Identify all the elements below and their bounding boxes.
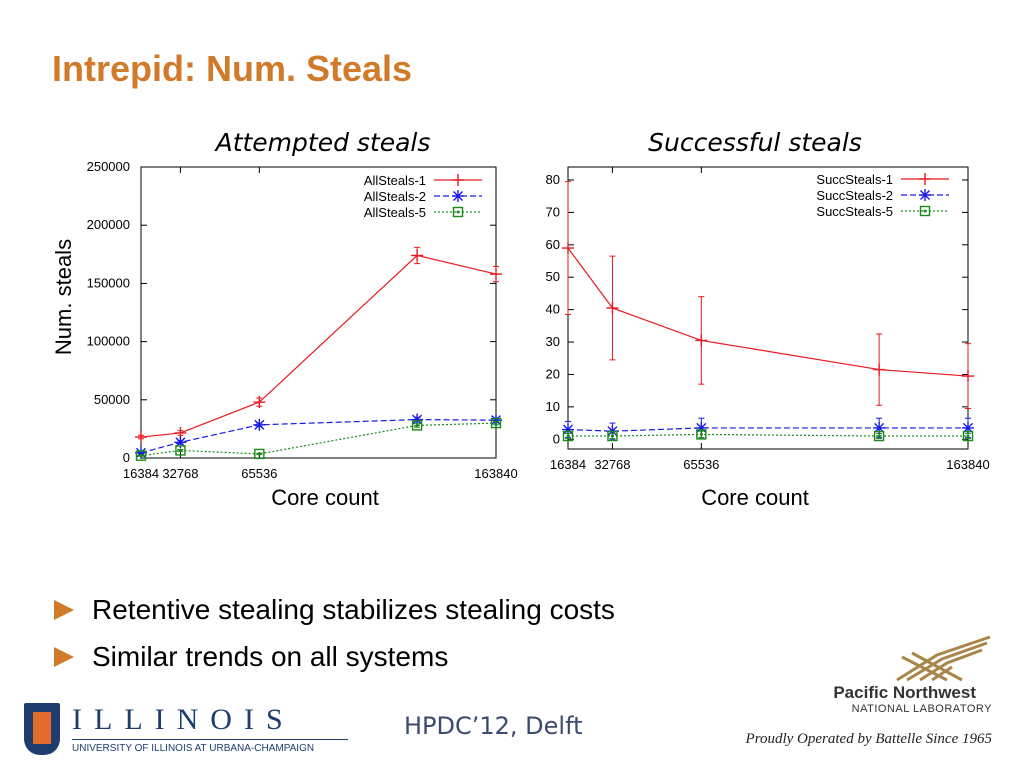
pnnl-name: Pacific Northwest <box>833 683 976 702</box>
data-point <box>253 418 266 431</box>
y-tick-label: 50000 <box>94 392 130 407</box>
y-tick-label: 0 <box>123 450 130 465</box>
legend-marker <box>919 173 931 185</box>
chart-1-frame <box>140 166 497 459</box>
x-tick-label: 163840 <box>946 457 989 472</box>
slide-title: Intrepid: Num. Steals <box>52 48 413 89</box>
data-point <box>606 302 619 314</box>
pnnl-mark-icon <box>896 635 991 682</box>
x-tick-label: 65536 <box>683 457 719 472</box>
data-point <box>490 268 502 281</box>
chart-1-title: Attempted steals <box>215 128 431 157</box>
data-point <box>873 430 885 442</box>
data-point <box>253 396 266 409</box>
legend-marker <box>452 206 464 218</box>
y-tick-label: 250000 <box>87 159 130 174</box>
x-tick-label: 65536 <box>241 466 277 481</box>
y-tick-label: 200000 <box>87 217 130 232</box>
series-line-succsteals-5 <box>568 433 968 437</box>
illinois-wordmark: ILLINOIS <box>72 703 295 736</box>
legend-marker <box>919 205 931 217</box>
series-line-succsteals-2 <box>567 427 968 432</box>
data-point <box>962 370 974 383</box>
data-point <box>962 430 974 442</box>
data-point <box>135 450 147 461</box>
chart-2-x-axis-label: Core count <box>701 485 809 510</box>
y-tick-label: 70 <box>546 204 560 219</box>
y-tick-label: 80 <box>546 172 560 187</box>
legend-label: SuccSteals-2 <box>816 188 893 203</box>
data-point <box>411 249 424 262</box>
bullet-item: Retentive stealing stabilizes stealing c… <box>54 586 615 633</box>
legend-label: SuccSteals-1 <box>816 172 893 187</box>
y-tick-label: 40 <box>546 302 560 317</box>
y-tick-label: 150000 <box>87 275 130 290</box>
legend-label: AllSteals-1 <box>364 173 426 188</box>
illinois-shield-icon <box>24 703 60 755</box>
data-point <box>411 420 423 431</box>
illinois-subtitle: UNIVERSITY OF ILLINOIS AT URBANA-CHAMPAI… <box>72 743 315 754</box>
bullet-list: Retentive stealing stabilizes stealing c… <box>54 586 615 680</box>
series-line-allsteals-1 <box>140 254 497 438</box>
chart-1-x-axis-label: Core count <box>271 485 379 510</box>
bullet-text: Retentive stealing stabilizes stealing c… <box>92 593 615 625</box>
pnnl-lab: NATIONAL LABORATORY <box>851 703 992 715</box>
y-tick-label: 0 <box>553 431 560 446</box>
footer-conference: HPDC’12, Delft <box>404 712 583 740</box>
y-tick-label: 100000 <box>87 334 130 349</box>
y-tick-label: 10 <box>546 399 560 414</box>
chart-2-frame <box>567 166 969 450</box>
triangle-bullet-icon <box>54 599 74 620</box>
chart-2-title: Successful steals <box>648 128 862 157</box>
data-point <box>254 448 265 460</box>
x-tick-label: 32768 <box>594 457 630 472</box>
series-line-succsteals-1 <box>567 247 969 377</box>
legend-marker <box>452 174 464 186</box>
pnnl-logo: Pacific Northwest NATIONAL LABORATORY Pr… <box>712 635 992 765</box>
data-point <box>562 242 574 255</box>
data-point <box>135 431 147 444</box>
y-tick-label: 50 <box>546 269 560 284</box>
x-tick-label: 16384 <box>123 466 159 481</box>
bullet-item: Similar trends on all systems <box>54 633 615 680</box>
legend-label: SuccSteals-5 <box>816 204 893 219</box>
data-point <box>490 417 502 429</box>
triangle-bullet-icon <box>54 646 74 667</box>
illinois-logo: ILLINOIS UNIVERSITY OF ILLINOIS AT URBAN… <box>24 703 348 758</box>
chart-1-y-axis-label: Num. steals <box>51 238 76 356</box>
x-tick-label: 32768 <box>162 466 198 481</box>
bullet-text: Similar trends on all systems <box>92 640 449 672</box>
data-point <box>696 429 707 440</box>
pnnl-tagline: Proudly Operated by Battelle Since 1965 <box>745 731 992 747</box>
data-point <box>695 334 708 347</box>
legend-marker <box>919 189 931 201</box>
legend-marker <box>452 190 464 202</box>
x-tick-label: 163840 <box>474 466 517 481</box>
data-point <box>175 445 186 456</box>
y-tick-label: 30 <box>546 334 560 349</box>
y-tick-label: 60 <box>546 237 560 252</box>
legend-label: AllSteals-2 <box>364 189 426 204</box>
x-tick-label: 16384 <box>550 457 586 472</box>
data-point <box>607 430 618 442</box>
legend-label: AllSteals-5 <box>364 205 426 220</box>
illinois-divider <box>72 739 348 740</box>
y-tick-label: 20 <box>546 366 560 381</box>
series-line-allsteals-5 <box>140 422 497 457</box>
data-point <box>562 430 574 442</box>
data-point <box>873 363 886 376</box>
